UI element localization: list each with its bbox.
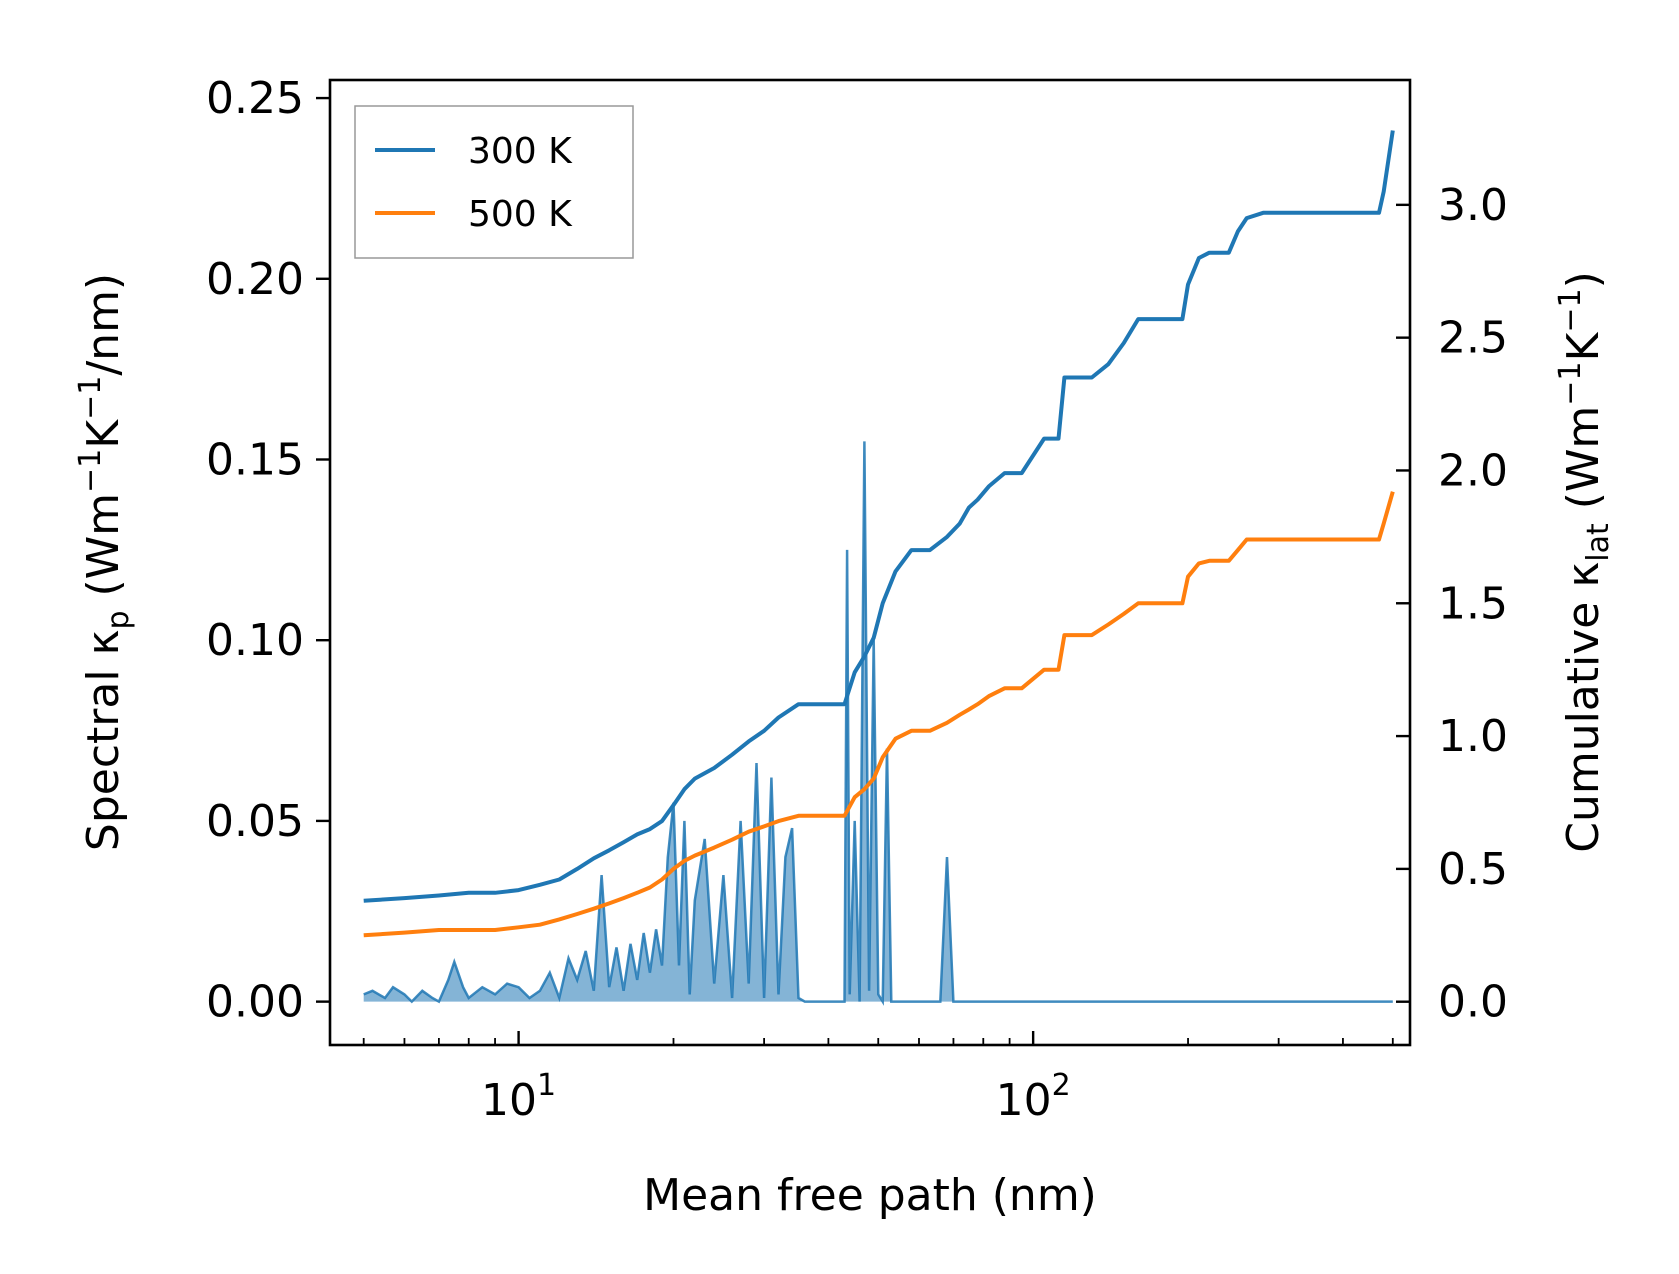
cumulative-line-500-k (363, 491, 1395, 938)
labels-layer: 0.00 0.05 0.10 0.15 0.20 0.25 0.0 0.5 1.0 1.5 2.0 2… (206, 73, 1508, 1126)
y-left-tick-label: 0.25 (206, 73, 304, 124)
y-right-tick-label: 2.0 (1438, 445, 1508, 496)
y-axis-right-title: Cumulative κlat (Wm−1K−1) (1553, 271, 1616, 853)
x-tick-label: 101 (481, 1068, 556, 1126)
y-left-tick-label: 0.15 (206, 434, 304, 485)
y-left-tick-label: 0.05 (206, 796, 304, 847)
spectral-layer (363, 441, 1393, 1006)
ticks-layer (316, 96, 1410, 1045)
y-left-tick-label: 0.20 (206, 254, 304, 305)
cumulative-line-300-k (363, 130, 1395, 903)
spectral-line-0 (363, 441, 1393, 1006)
legend-label-300k: 300 K (468, 131, 573, 172)
plot-frame (328, 78, 1412, 1047)
y-right-tick-label: 0.0 (1438, 977, 1508, 1028)
y-left-tick-label: 0.10 (206, 615, 304, 666)
x-axis-title: Mean free path (nm) (643, 1170, 1097, 1221)
x-tick-label: 102 (996, 1068, 1071, 1126)
y-right-tick-label: 0.5 (1438, 844, 1508, 895)
legend-label-500k: 500 K (468, 194, 573, 235)
cumulative-layer (363, 130, 1395, 938)
y-left-tick-label: 0.00 (206, 977, 304, 1028)
y-right-tick-label: 3.0 (1438, 180, 1508, 231)
y-right-tick-label: 1.5 (1438, 578, 1508, 629)
y-axis-left-title: Spectral κp (Wm−1K−1/nm) (73, 273, 136, 851)
legend-box (354, 105, 634, 259)
y-right-tick-label: 2.5 (1438, 313, 1508, 364)
legend: 300 K 500 K (354, 105, 634, 259)
y-right-tick-label: 1.0 (1438, 711, 1508, 762)
